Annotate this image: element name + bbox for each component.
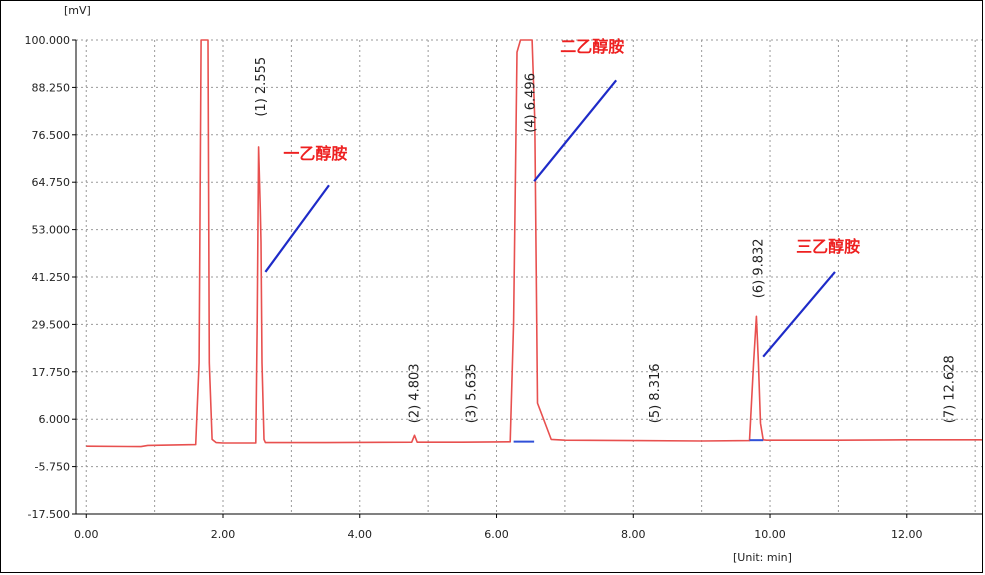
- y-tick-label: 64.750: [32, 176, 71, 189]
- x-tick-label: 12.00: [891, 528, 923, 541]
- peak-label: (1) 2.555: [254, 57, 269, 117]
- y-tick-label: 53.000: [32, 224, 71, 237]
- y-tick-label: 6.000: [39, 413, 71, 426]
- y-tick-label: 41.250: [32, 271, 71, 284]
- x-tick-labels: 0.00 2.00 4.00 6.00 8.00 10.00 12.00: [74, 514, 923, 541]
- y-tick-label: -17.500: [28, 508, 70, 521]
- y-tick-label: 100.000: [25, 34, 71, 47]
- x-tick-label: 2.00: [211, 528, 236, 541]
- peak-label: (4) 6.496: [523, 73, 538, 133]
- signal-series: [86, 39, 982, 448]
- peak-label: (3) 5.635: [465, 363, 480, 423]
- annotation-line: [264, 184, 330, 273]
- annotation-label: 三乙醇胺: [796, 237, 860, 256]
- y-tick-label: -5.750: [35, 461, 70, 474]
- peak-label: (7) 12.628: [943, 355, 958, 423]
- annotation-label: 二乙醇胺: [560, 37, 624, 56]
- y-tick-label: 76.500: [32, 129, 71, 142]
- x-unit-label: [Unit: min]: [733, 551, 792, 564]
- annotation-label: 一乙醇胺: [283, 144, 347, 163]
- peak-label: (2) 4.803: [408, 363, 423, 423]
- x-tick-label: 8.00: [621, 528, 646, 541]
- baseline-marks: [513, 439, 764, 443]
- y-tick-label: 29.500: [32, 318, 71, 331]
- y-unit-label: [mV]: [64, 4, 91, 17]
- peak-label: (5) 8.316: [648, 363, 663, 423]
- x-tick-label: 10.00: [754, 528, 786, 541]
- annotation-line: [762, 271, 836, 358]
- x-tick-label: 4.00: [348, 528, 373, 541]
- peak-labels: (1) 2.555 (2) 4.803 (3) 5.635 (4) 6.496 (5) …: [254, 57, 958, 423]
- grid: [76, 39, 982, 514]
- y-tick-label: 88.250: [32, 81, 71, 94]
- y-tick-labels: 100.000 88.250 76.500 64.750 53.000 41.250 29.…: [25, 34, 76, 521]
- signal-trace: [86, 39, 982, 448]
- annotation-line: [533, 79, 618, 182]
- y-tick-label: 17.750: [32, 366, 71, 379]
- x-tick-label: 6.00: [484, 528, 509, 541]
- x-tick-label: 0.00: [74, 528, 99, 541]
- peak-label: (6) 9.832: [752, 238, 767, 298]
